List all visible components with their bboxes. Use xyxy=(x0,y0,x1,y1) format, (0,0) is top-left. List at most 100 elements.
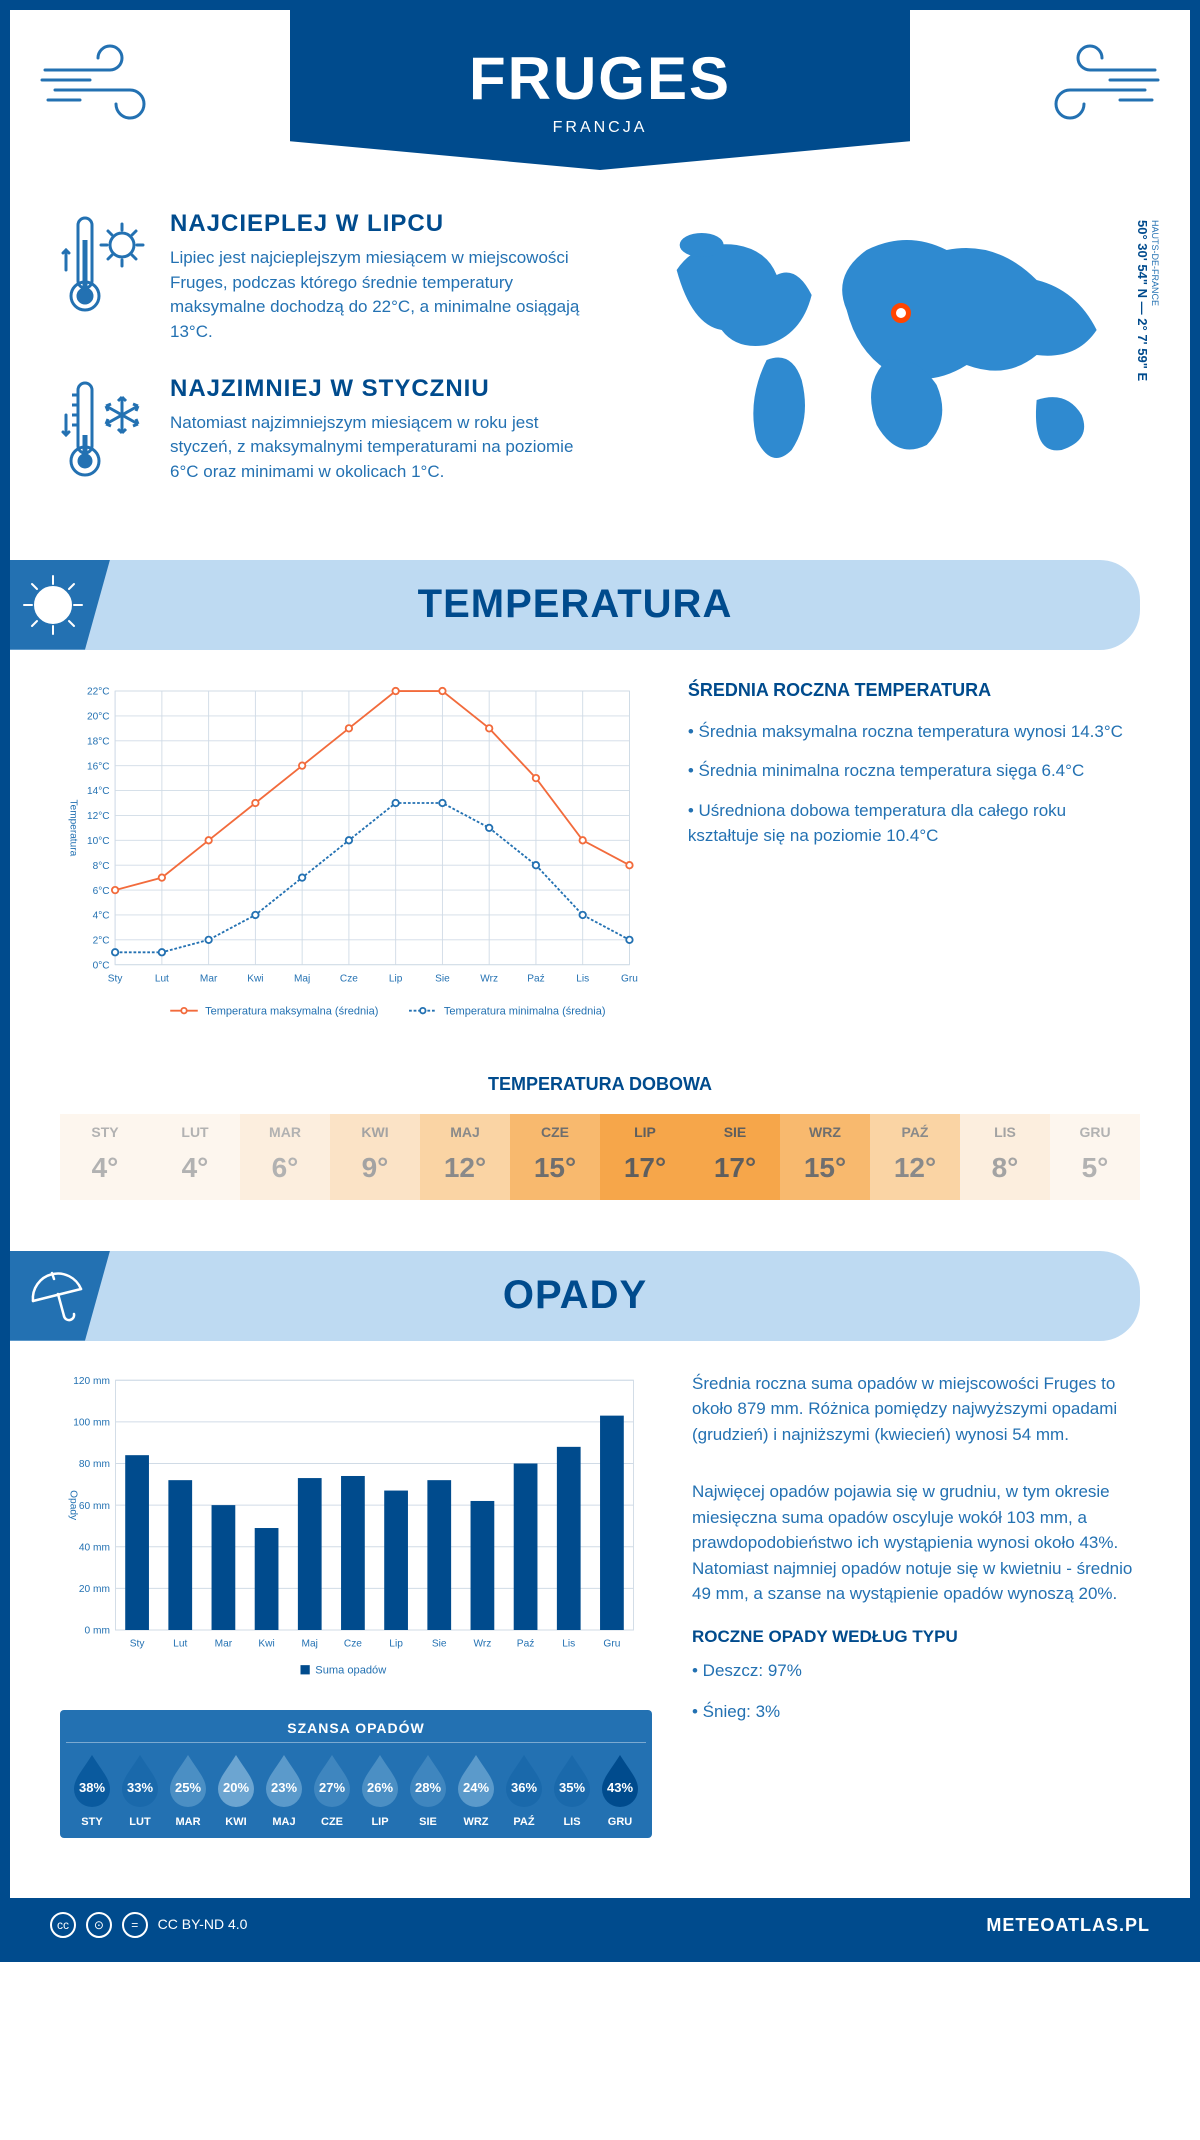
svg-text:Gru: Gru xyxy=(621,973,638,984)
svg-text:16°C: 16°C xyxy=(87,761,110,772)
precip-header-title: OPADY xyxy=(503,1273,647,1318)
svg-text:35%: 35% xyxy=(559,1780,585,1795)
svg-text:18°C: 18°C xyxy=(87,736,110,747)
precip-para-1: Średnia roczna suma opadów w miejscowośc… xyxy=(692,1371,1140,1448)
daily-cell: LIS8° xyxy=(960,1114,1050,1200)
chance-drop: 20%KWI xyxy=(212,1753,260,1828)
wind-icon-left xyxy=(40,40,170,135)
svg-text:Wrz: Wrz xyxy=(473,1638,491,1649)
temperature-section-header: TEMPERATURA xyxy=(10,560,1140,650)
svg-text:20 mm: 20 mm xyxy=(79,1584,110,1595)
svg-text:Sty: Sty xyxy=(130,1638,146,1649)
svg-text:Gru: Gru xyxy=(603,1638,620,1649)
world-map-icon xyxy=(633,210,1140,490)
daily-temp-title: TEMPERATURA DOBOWA xyxy=(10,1074,1190,1095)
svg-text:12°C: 12°C xyxy=(87,811,110,822)
svg-text:Kwi: Kwi xyxy=(247,973,263,984)
svg-text:4°C: 4°C xyxy=(93,910,110,921)
precip-bar-chart: 0 mm20 mm40 mm60 mm80 mm100 mm120 mmStyL… xyxy=(60,1371,652,1686)
precip-snow: • Śnieg: 3% xyxy=(692,1698,1140,1725)
svg-text:33%: 33% xyxy=(127,1780,153,1795)
svg-text:Lis: Lis xyxy=(576,973,589,984)
temperature-line-chart: 0°C2°C4°C6°C8°C10°C12°C14°C16°C18°C20°C2… xyxy=(60,680,648,1029)
precip-summary: Średnia roczna suma opadów w miejscowośc… xyxy=(692,1371,1140,1859)
chance-title: SZANSA OPADÓW xyxy=(66,1720,646,1743)
svg-text:Lip: Lip xyxy=(389,1638,403,1649)
footer: cc ⊙ = CC BY-ND 4.0 METEOATLAS.PL xyxy=(10,1898,1190,1952)
svg-text:Lut: Lut xyxy=(155,973,169,984)
svg-text:40 mm: 40 mm xyxy=(79,1542,110,1553)
precip-rain: • Deszcz: 97% xyxy=(692,1657,1140,1684)
temperature-chart-row: 0°C2°C4°C6°C8°C10°C12°C14°C16°C18°C20°C2… xyxy=(10,680,1190,1034)
svg-text:Sie: Sie xyxy=(435,973,450,984)
hot-block: NAJCIEPLEJ W LIPCU Lipiec jest najcieple… xyxy=(60,210,593,345)
svg-text:Maj: Maj xyxy=(302,1638,318,1649)
latlon-label: 50° 30' 54" N — 2° 7' 59" E xyxy=(1135,220,1150,381)
daily-cell: GRU5° xyxy=(1050,1114,1140,1200)
svg-text:0°C: 0°C xyxy=(93,960,110,971)
svg-text:28%: 28% xyxy=(415,1780,441,1795)
cold-block: NAJZIMNIEJ W STYCZNIU Natomiast najzimni… xyxy=(60,375,593,490)
header: FRUGES FRANCJA xyxy=(10,10,1190,190)
daily-cell: MAJ12° xyxy=(420,1114,510,1200)
svg-text:Cze: Cze xyxy=(344,1638,362,1649)
svg-text:6°C: 6°C xyxy=(93,885,110,896)
svg-text:Suma opadów: Suma opadów xyxy=(315,1664,387,1676)
chance-drop: 36%PAŹ xyxy=(500,1753,548,1828)
thermometer-sun-icon xyxy=(60,210,150,345)
svg-text:25%: 25% xyxy=(175,1780,201,1795)
svg-text:60 mm: 60 mm xyxy=(79,1500,110,1511)
daily-cell: SIE17° xyxy=(690,1114,780,1200)
svg-text:20°C: 20°C xyxy=(87,711,110,722)
svg-text:Temperatura maksymalna (średni: Temperatura maksymalna (średnia) xyxy=(205,1005,378,1017)
daily-temp-row: STY4°LUT4°MAR6°KWI9°MAJ12°CZE15°LIP17°SI… xyxy=(60,1113,1140,1201)
svg-text:Lip: Lip xyxy=(389,973,403,984)
nd-icon: = xyxy=(122,1912,148,1938)
daily-cell: MAR6° xyxy=(240,1114,330,1200)
sun-icon xyxy=(10,560,110,650)
wind-icon-right xyxy=(1030,40,1160,135)
svg-text:14°C: 14°C xyxy=(87,786,110,797)
svg-text:100 mm: 100 mm xyxy=(73,1417,110,1428)
temperature-summary: ŚREDNIA ROCZNA TEMPERATURA • Średnia mak… xyxy=(688,680,1140,1034)
svg-text:Kwi: Kwi xyxy=(258,1638,274,1649)
svg-text:Paź: Paź xyxy=(517,1638,535,1649)
svg-text:43%: 43% xyxy=(607,1780,633,1795)
chance-drop: 43%GRU xyxy=(596,1753,644,1828)
daily-cell: WRZ15° xyxy=(780,1114,870,1200)
daily-cell: KWI9° xyxy=(330,1114,420,1200)
precip-para-2: Najwięcej opadów pojawia się w grudniu, … xyxy=(692,1479,1140,1607)
chance-drop: 33%LUT xyxy=(116,1753,164,1828)
svg-text:Cze: Cze xyxy=(340,973,358,984)
chance-drop: 25%MAR xyxy=(164,1753,212,1828)
country-subtitle: FRANCJA xyxy=(553,119,648,137)
svg-text:Mar: Mar xyxy=(200,973,218,984)
temp-bullet-1: • Średnia maksymalna roczna temperatura … xyxy=(688,719,1140,745)
svg-text:Lut: Lut xyxy=(173,1638,187,1649)
city-title: FRUGES xyxy=(469,44,731,113)
svg-text:24%: 24% xyxy=(463,1780,489,1795)
svg-text:Wrz: Wrz xyxy=(480,973,498,984)
chance-drops-row: 38%STY33%LUT25%MAR20%KWI23%MAJ27%CZE26%L… xyxy=(66,1753,646,1828)
thermometer-snow-icon xyxy=(60,375,150,490)
cold-title: NAJZIMNIEJ W STYCZNIU xyxy=(170,375,593,403)
hot-title: NAJCIEPLEJ W LIPCU xyxy=(170,210,593,238)
temp-bullet-2: • Średnia minimalna roczna temperatura s… xyxy=(688,758,1140,784)
chance-drop: 26%LIP xyxy=(356,1753,404,1828)
svg-text:20%: 20% xyxy=(223,1780,249,1795)
chance-drop: 38%STY xyxy=(68,1753,116,1828)
svg-text:26%: 26% xyxy=(367,1780,393,1795)
umbrella-icon xyxy=(10,1251,110,1341)
svg-text:120 mm: 120 mm xyxy=(73,1376,110,1387)
chance-drop: 35%LIS xyxy=(548,1753,596,1828)
temp-bullet-3: • Uśredniona dobowa temperatura dla całe… xyxy=(688,798,1140,849)
svg-text:10°C: 10°C xyxy=(87,836,110,847)
svg-text:Temperatura: Temperatura xyxy=(67,799,78,856)
daily-cell: LIP17° xyxy=(600,1114,690,1200)
coordinates: HAUTS-DE-FRANCE 50° 30' 54" N — 2° 7' 59… xyxy=(1135,220,1160,381)
svg-text:23%: 23% xyxy=(271,1780,297,1795)
license-block: cc ⊙ = CC BY-ND 4.0 xyxy=(50,1912,247,1938)
chance-box: SZANSA OPADÓW 38%STY33%LUT25%MAR20%KWI23… xyxy=(60,1710,652,1838)
precip-chart-row: 0 mm20 mm40 mm60 mm80 mm100 mm120 mmStyL… xyxy=(10,1371,1190,1859)
chance-drop: 23%MAJ xyxy=(260,1753,308,1828)
